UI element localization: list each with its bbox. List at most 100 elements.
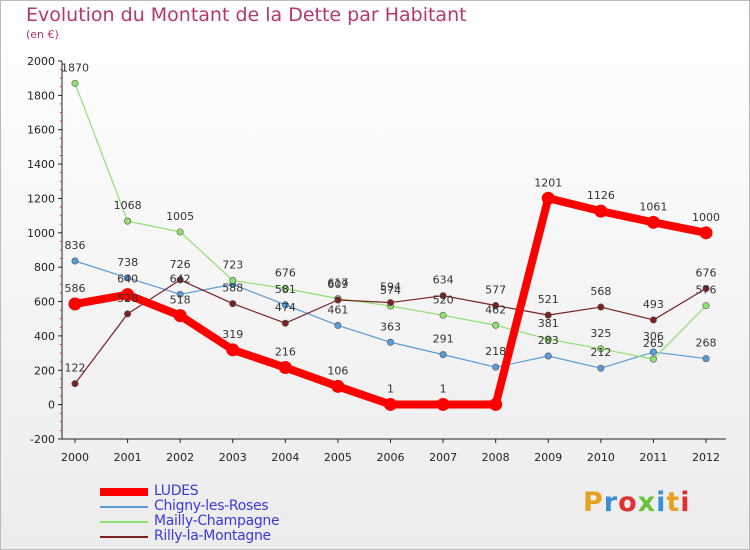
chart-title: Evolution du Montant de la Dette par Hab…: [26, 4, 467, 26]
data-point: [597, 345, 605, 353]
data-point: [649, 316, 657, 324]
x-tick-label: 2009: [534, 451, 562, 464]
data-label: 268: [696, 337, 717, 350]
data-point: [331, 379, 345, 393]
y-tick-label: 1000: [27, 227, 55, 240]
data-point: [492, 321, 500, 329]
data-label: 586: [65, 282, 86, 295]
data-point: [124, 310, 132, 318]
y-tick-label: 2000: [27, 55, 55, 68]
data-point: [334, 296, 342, 304]
data-point: [229, 276, 237, 284]
data-label: 520: [433, 293, 454, 306]
logo-letter: i: [680, 487, 691, 518]
logo-letter: r: [603, 487, 619, 518]
data-label: 381: [538, 317, 559, 330]
data-point: [702, 284, 710, 292]
data-label: 576: [696, 284, 717, 297]
x-tick-label: 2006: [377, 451, 405, 464]
data-label: 568: [590, 285, 611, 298]
data-point: [71, 380, 79, 388]
x-tick-label: 2003: [219, 451, 247, 464]
data-label: 1201: [534, 176, 562, 189]
data-label: 726: [170, 258, 191, 271]
data-label: 306: [643, 330, 664, 343]
x-tick-label: 2005: [324, 451, 352, 464]
data-point: [702, 355, 710, 363]
data-point: [281, 284, 289, 292]
data-point: [544, 352, 552, 360]
data-label: 218: [485, 345, 506, 358]
data-label: 588: [222, 282, 243, 295]
data-label: 521: [538, 293, 559, 306]
y-tick-label: 800: [34, 261, 55, 274]
data-label: 676: [275, 266, 296, 279]
data-label: 461: [327, 303, 348, 316]
data-point: [68, 297, 82, 311]
data-label: 642: [170, 272, 191, 285]
y-tick-label: -200: [30, 433, 55, 446]
logo-letter: t: [666, 487, 681, 518]
data-label: 1126: [587, 189, 615, 202]
data-point: [71, 257, 79, 265]
data-point: [176, 290, 184, 298]
data-point: [386, 338, 394, 346]
data-label: 577: [485, 283, 506, 296]
data-point: [121, 288, 135, 302]
legend-swatch-ludes: [100, 488, 148, 496]
data-label: 265: [643, 337, 664, 350]
data-label: 212: [590, 346, 611, 359]
data-point: [281, 319, 289, 327]
data-point: [702, 302, 710, 310]
x-tick-label: 2002: [166, 451, 194, 464]
logo-letter: i: [656, 487, 667, 518]
data-label: 723: [222, 258, 243, 271]
data-label: 528: [117, 292, 138, 305]
data-label: 493: [643, 298, 664, 311]
data-label: 1870: [61, 61, 89, 74]
chart-unit: (en €): [26, 28, 59, 41]
data-point: [594, 204, 608, 218]
data-label: 609: [327, 278, 348, 291]
data-label: 836: [65, 239, 86, 252]
data-point: [541, 191, 555, 205]
data-point: [334, 321, 342, 329]
legend-label: LUDES: [154, 483, 199, 499]
data-point: [436, 397, 450, 411]
data-point: [646, 215, 660, 229]
legend-label: Rilly-la-Montagne: [154, 528, 271, 544]
data-label: 676: [696, 266, 717, 279]
data-point: [544, 335, 552, 343]
legend-swatch-mailly: [100, 521, 148, 523]
data-label: 106: [327, 364, 348, 377]
data-point: [597, 364, 605, 372]
y-tick-label: 1800: [27, 89, 55, 102]
data-point: [229, 300, 237, 308]
data-label: 291: [433, 333, 454, 346]
data-label: 634: [433, 274, 454, 287]
data-label: 1000: [692, 211, 720, 224]
data-label: 462: [485, 303, 506, 316]
legend-swatch-rilly: [100, 536, 148, 538]
data-point: [384, 397, 397, 411]
data-label: 581: [275, 283, 296, 296]
data-point: [544, 311, 552, 319]
data-label: 363: [380, 320, 401, 333]
data-label: 325: [590, 327, 611, 340]
data-label: 474: [275, 301, 296, 314]
data-point: [492, 301, 500, 309]
proxiti-logo: Proxiti: [583, 487, 691, 518]
data-point: [439, 351, 447, 359]
data-label: 319: [222, 328, 243, 341]
data-point: [597, 303, 605, 311]
data-point: [439, 292, 447, 300]
data-point: [176, 228, 184, 236]
data-point: [489, 397, 503, 411]
y-tick-label: 200: [34, 364, 55, 377]
x-tick-label: 2000: [61, 451, 89, 464]
data-point: [124, 217, 132, 225]
x-tick-label: 2010: [587, 451, 615, 464]
x-tick-label: 2012: [692, 451, 720, 464]
